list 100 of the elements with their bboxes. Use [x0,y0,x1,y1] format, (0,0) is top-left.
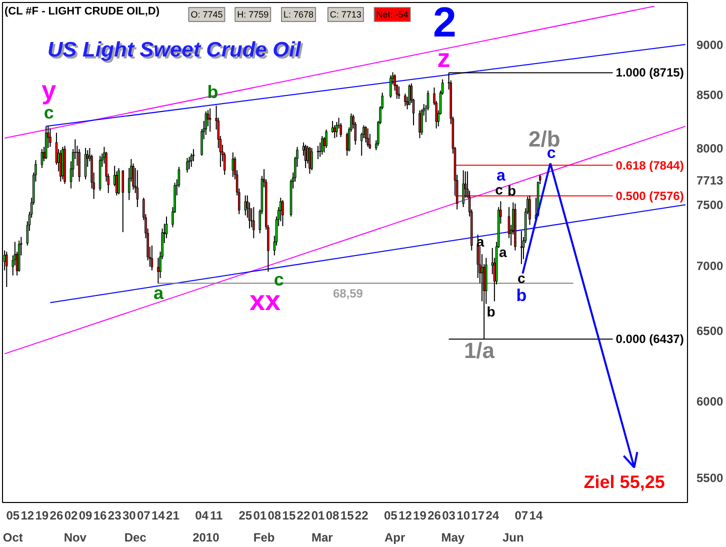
candlestick [364,126,367,144]
y-tick-label: 7713 [696,174,724,188]
x-tick-label: 19 [35,508,49,522]
candlestick [49,128,52,148]
candlestick [190,153,193,168]
x2-tick-label: 2010 [192,530,220,544]
x2-tick-label: Dec [124,530,147,544]
candlestick [308,146,311,174]
chart-title: (CL #F - LIGHT CRUDE OIL,D) [4,6,160,18]
x-tick-label: 05 [6,508,20,522]
y-tick-label: 8500 [696,88,724,102]
annotation: a [499,244,508,260]
x-tick-label: 04 [195,508,209,522]
x-tick-label: 12 [398,508,412,522]
x-tick-label: 22 [354,508,369,522]
y-tick-label: 6500 [696,324,724,338]
x-tick-label: 11 [210,508,223,522]
x-tick-label: 26 [428,508,442,522]
x-tick-label: 07 [136,508,151,522]
annotation: Ziel 55,25 [584,472,665,492]
x-tick-label: 25 [238,508,252,522]
candlestick [310,147,313,171]
x2-tick-label: Apr [384,530,406,544]
x-tick-label: 12 [20,508,34,522]
x-tick-label: 17 [471,508,485,522]
y-tick-label: 9000 [696,38,724,52]
candlestick [132,163,134,190]
candlestick [325,129,328,148]
y-tick-label: 5500 [696,470,724,485]
x2-tick-label: Feb [253,530,275,544]
annotation: c [518,270,526,286]
candlestick [282,200,284,227]
x-tick-label: 08 [268,508,282,522]
x-tick-label: 05 [384,508,398,522]
annotation: 68,59 [332,286,364,300]
x2-tick-label: Nov [64,530,87,544]
text: US Light Sweet Crude Oil [50,40,304,64]
candlestick [390,74,392,98]
candlestick [244,194,246,216]
annotation: 1/a [464,338,496,363]
x2-tick-label: Jun [502,530,524,544]
x-tick-label: 24 [486,508,500,522]
x-tick-label: 07 [514,508,528,522]
annotation: H: 7759 [237,10,269,20]
x-tick-label: 02 [64,508,78,522]
annotation: a [496,167,506,184]
candlestick [40,148,44,168]
y-tick-label: 8000 [696,141,724,156]
x-tick-label: 14 [529,508,543,522]
x-tick-label: 01 [253,508,267,522]
candlestick [84,147,87,180]
candlestick [188,156,190,170]
x-tick-label: 09 [78,508,93,522]
x2-tick-label: Oct [2,530,23,544]
annotation: a [153,282,164,303]
x-tick-label: 15 [282,508,296,522]
x-tick-label: 22 [296,508,310,522]
x-tick-label: 01 [311,508,326,522]
candlestick [366,128,369,148]
annotation: Net: -54 [376,10,408,20]
annotation: C: 7713 [330,10,362,20]
candlestick [186,157,188,174]
candlestick [280,197,282,222]
x-tick-label: 21 [166,508,180,522]
annotation: O: 7745 [190,10,223,20]
candlestick [118,168,120,195]
series-label: 0.618 (7844) [616,158,684,172]
x-tick-label: 14 [152,508,166,522]
x-tick-label: 10 [456,508,470,522]
candlestick [59,150,62,182]
x-tick-label: 26 [50,508,64,522]
candlestick [462,170,464,208]
y-tick-label: 6000 [696,394,724,408]
annotation: L: 7678 [284,10,314,20]
candlestick [408,84,410,106]
x-tick-label: 08 [326,508,340,522]
x2-tick-label: May [441,530,465,544]
candlestick [333,124,336,139]
y-tick-label: 7000 [696,258,724,273]
x-tick-label: 03 [442,508,456,522]
candlestick [321,135,324,156]
x-tick-label: 30 [122,508,136,522]
x-tick-label: 19 [413,508,427,522]
x2-tick-label: Mar [311,530,334,544]
annotation: y [42,75,57,106]
candlestick [336,122,338,138]
candlestick [122,170,124,233]
y-tick-label: 7500 [696,198,724,212]
candlestick [252,206,255,239]
x-tick-label: 15 [340,508,354,522]
candlestick [520,230,523,265]
annotation: z [437,43,450,74]
series-label: 0.500 (7576) [616,188,684,203]
series-label: 0.000 (6437) [616,332,684,346]
annotation: b [516,286,527,306]
annotation: b [508,182,516,199]
candlestick [204,110,208,136]
annotation: b [486,303,496,320]
candlestick [398,86,400,100]
candlestick [6,251,8,288]
